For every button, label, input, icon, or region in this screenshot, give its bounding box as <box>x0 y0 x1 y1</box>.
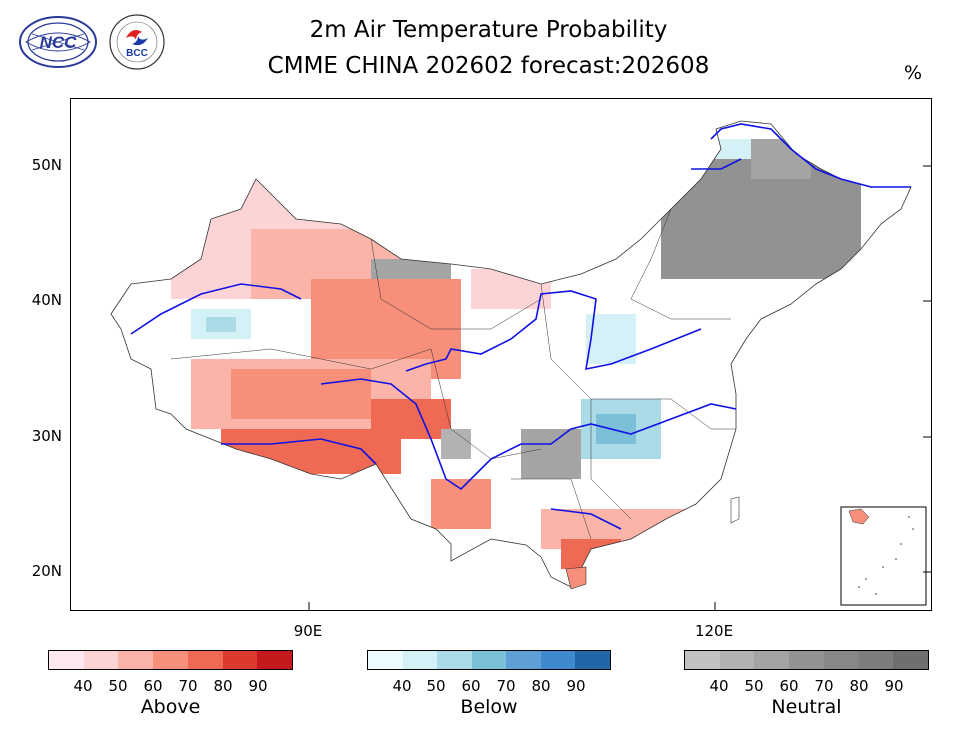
lat-label-40n: 40N <box>31 291 62 309</box>
below-region-tarim-core <box>206 317 236 332</box>
colorbar-neutral <box>684 650 929 670</box>
above-region-yunnan <box>431 479 491 529</box>
bcc-logo-icon: BCC <box>106 14 168 70</box>
probability-field <box>171 139 861 569</box>
legend-title-below: Below <box>460 696 518 718</box>
legend-tick: 50 <box>108 677 128 695</box>
unit-label: % <box>904 62 923 84</box>
title-subtitle: CMME CHINA 202602 forecast:202608 <box>267 53 710 79</box>
colorbar-above <box>48 650 293 670</box>
lat-label-50n: 50N <box>31 156 62 174</box>
legend-tick: 40 <box>392 677 412 695</box>
inset-south-china-sea <box>840 506 927 606</box>
above-region-east-tibet <box>371 399 451 439</box>
province-borders <box>170 208 736 540</box>
legend-tick: 60 <box>779 677 799 695</box>
legend-neutral <box>684 650 929 670</box>
title-main: 2m Air Temperature Probability <box>309 17 668 43</box>
legend-above <box>48 650 293 670</box>
hainan <box>565 566 587 590</box>
rivers <box>130 123 911 530</box>
above-region-tibet-core <box>231 369 371 419</box>
legend-tick: 60 <box>461 677 481 695</box>
lat-label-30n: 30N <box>31 427 62 445</box>
legend-tick: 40 <box>73 677 93 695</box>
legend-tick: 80 <box>213 677 233 695</box>
neutral-region-gansu <box>371 259 451 279</box>
china-map <box>65 91 931 610</box>
below-region-north-china <box>586 314 636 364</box>
legend-tick: 50 <box>426 677 446 695</box>
legend-title-neutral: Neutral <box>771 696 842 718</box>
lat-label-20n: 20N <box>31 562 62 580</box>
map-frame <box>65 91 932 611</box>
neutral-region-guizhou <box>521 429 581 479</box>
legend-tick: 80 <box>531 677 551 695</box>
legend-tick: 90 <box>248 677 268 695</box>
legend-tick: 90 <box>566 677 586 695</box>
below-region-central-core <box>596 414 636 444</box>
legend-tick: 50 <box>744 677 764 695</box>
neutral-region-sichuan <box>441 429 471 459</box>
lon-label-90e: 90E <box>293 622 323 640</box>
legend-tick: 70 <box>814 677 834 695</box>
legend-tick: 80 <box>849 677 869 695</box>
legend-below <box>367 650 611 670</box>
taiwan <box>730 496 740 524</box>
legend-tick: 90 <box>884 677 904 695</box>
svg-text:NCC: NCC <box>40 33 78 52</box>
inset-land <box>848 508 870 525</box>
legend-tick: 70 <box>178 677 198 695</box>
lon-label-120e: 120E <box>694 622 734 640</box>
legend-tick: 60 <box>143 677 163 695</box>
neutral-region-northeast-top <box>751 139 811 179</box>
svg-text:BCC: BCC <box>126 48 148 59</box>
legend-title-above: Above <box>140 696 201 718</box>
colorbar-below <box>367 650 611 670</box>
inset-islands <box>858 516 914 595</box>
legend-tick: 70 <box>496 677 516 695</box>
legend-tick: 40 <box>709 677 729 695</box>
ncc-logo-icon: NCC <box>18 14 98 70</box>
